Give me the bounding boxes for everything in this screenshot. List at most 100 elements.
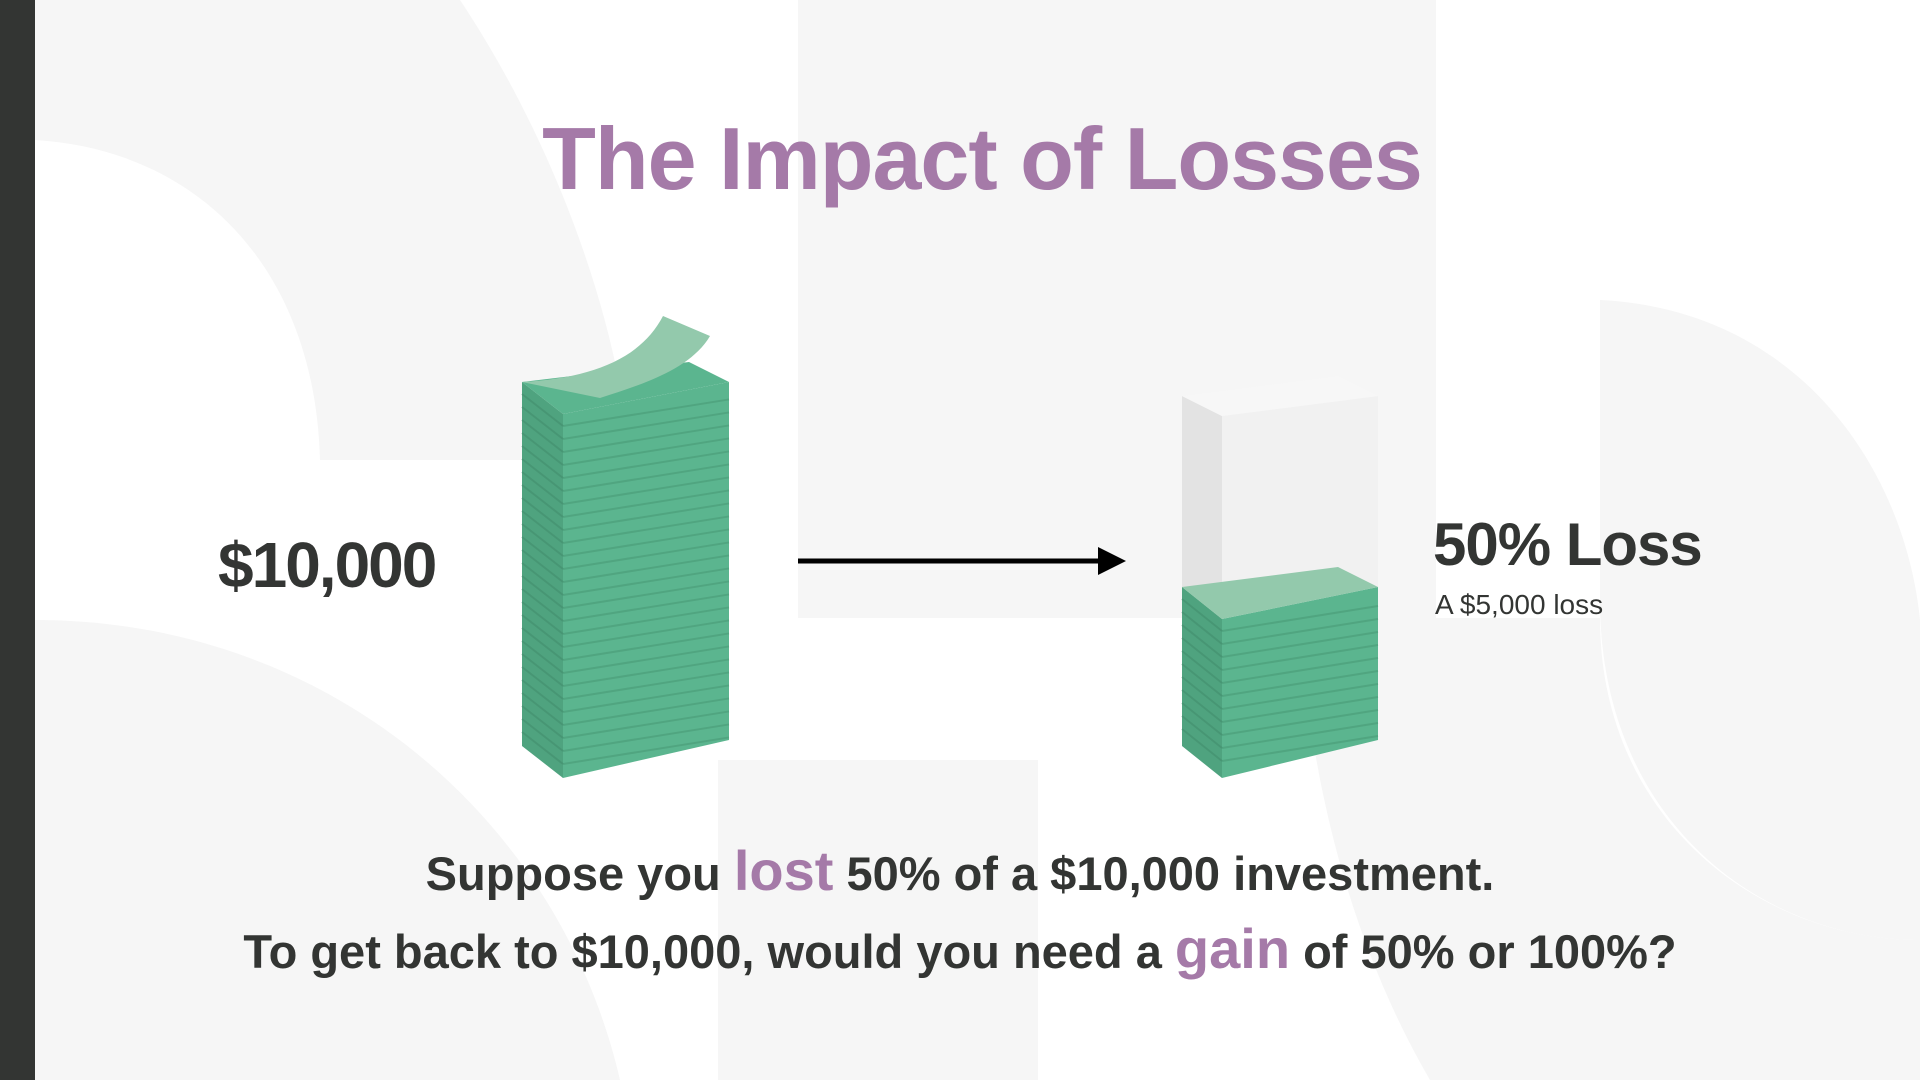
bill-edge (1221, 709, 1379, 736)
ghost-front (1222, 396, 1378, 619)
money-stack-icon (521, 316, 730, 778)
q1-pre: Suppose you (425, 847, 721, 900)
loss-percent-label: 50% Loss (1433, 511, 1703, 578)
bill-edge (521, 458, 564, 492)
bill-edge (1221, 631, 1379, 658)
highlight-lost: lost (733, 839, 834, 902)
bill-edge (1181, 637, 1223, 671)
bill-edge (521, 705, 564, 739)
bg-arc-bottom-left (35, 620, 620, 1080)
question-line-1: Suppose you lost 50% of a $10,000 invest… (0, 838, 1920, 903)
ghost-side (1182, 396, 1222, 619)
ghost-top (1182, 376, 1378, 416)
bill-edge (562, 619, 730, 648)
bill-edge (1221, 683, 1379, 710)
bill-edge (562, 658, 730, 687)
bill-edge (1181, 624, 1223, 658)
bill-edge (1221, 696, 1379, 723)
stack-front (563, 382, 729, 778)
bill-edge (562, 567, 730, 596)
bill-edge (562, 450, 730, 479)
bill-edge (562, 541, 730, 570)
bill-edge (1181, 689, 1223, 723)
bill-edge (1181, 663, 1223, 697)
q2-pre: To get back to $10,000, would you need a (243, 925, 1162, 978)
bill-edge (521, 653, 564, 687)
bill-edge (521, 679, 564, 713)
bill-edge (521, 497, 564, 531)
bill-edge (1181, 598, 1223, 632)
curled-bill (522, 316, 710, 398)
start-amount-label: $10,000 (218, 529, 437, 601)
question-line-2: To get back to $10,000, would you need a… (0, 916, 1920, 981)
bill-edge (521, 432, 564, 466)
arrow-head (1098, 547, 1126, 575)
bill-edge (562, 736, 730, 765)
bill-edge (1221, 618, 1379, 645)
bill-edge (521, 627, 564, 661)
bill-edge (1221, 644, 1379, 671)
bill-edge (521, 731, 564, 765)
bill-edge (562, 710, 730, 739)
money-stack-half-icon (1181, 376, 1379, 778)
bill-edge (1181, 715, 1223, 749)
page-title: The Impact of Losses (542, 109, 1423, 208)
stack-top (1182, 567, 1378, 619)
bill-edge (562, 515, 730, 544)
bg-arc-top-left (35, 0, 630, 460)
bill-edge (1221, 605, 1379, 632)
bill-edge (562, 424, 730, 453)
q1-post: 50% of a $10,000 investment. (846, 847, 1495, 900)
bill-edge (562, 437, 730, 466)
bill-edge (562, 476, 730, 505)
bg-arc-right (1600, 300, 1920, 940)
bill-edge (521, 588, 564, 622)
bill-edge (1221, 657, 1379, 684)
bill-edge (521, 393, 564, 427)
bill-edge (1221, 670, 1379, 697)
bill-edge (521, 718, 564, 752)
bill-edge (521, 562, 564, 596)
bill-edge (562, 580, 730, 609)
bill-edge (521, 484, 564, 518)
bill-edge (1181, 676, 1223, 710)
bill-edge (562, 697, 730, 726)
bill-edge (1181, 611, 1223, 645)
bill-edge (562, 411, 730, 440)
bill-edge (562, 463, 730, 492)
bill-edge (1181, 650, 1223, 684)
bill-edge (562, 723, 730, 752)
bill-edge (521, 510, 564, 544)
bill-edge (521, 640, 564, 674)
bg-rect-bottom-center (718, 760, 1038, 1080)
bill-edge (562, 632, 730, 661)
bill-edge (562, 502, 730, 531)
bill-edge (562, 554, 730, 583)
bill-edge (562, 489, 730, 518)
bill-edge (521, 471, 564, 505)
highlight-gain: gain (1174, 917, 1291, 980)
left-sidebar-bar (0, 0, 35, 1080)
q2-post: of 50% or 100%? (1303, 925, 1677, 978)
bill-edge (562, 645, 730, 674)
bill-edge (521, 666, 564, 700)
bill-edge (562, 593, 730, 622)
bill-edge (521, 601, 564, 635)
bill-edge (521, 549, 564, 583)
bill-edge (521, 614, 564, 648)
bill-edge (521, 575, 564, 609)
arrow-right-icon (798, 547, 1126, 575)
bill-edge (521, 523, 564, 557)
bg-arc-bottom-right (1300, 618, 1920, 1080)
bill-edge (562, 684, 730, 713)
bill-edge (562, 671, 730, 700)
loss-amount-label: A $5,000 loss (1435, 589, 1604, 620)
bill-edge (521, 406, 564, 440)
bill-edge (1181, 702, 1223, 736)
bill-edge (562, 528, 730, 557)
bill-edge (521, 419, 564, 453)
bill-edge (521, 445, 564, 479)
bill-edge (1221, 722, 1379, 749)
